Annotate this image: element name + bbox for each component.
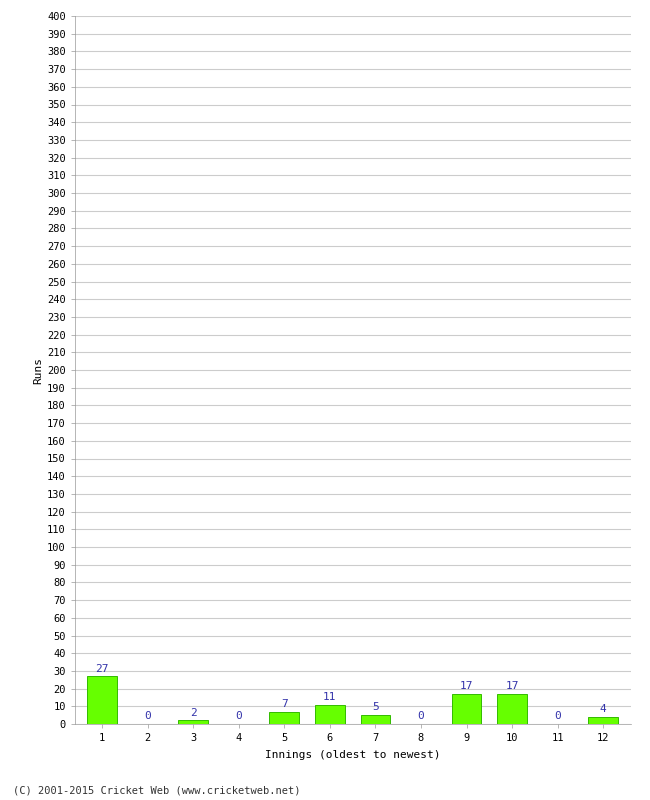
Bar (87, 676, 117, 724)
Text: 2: 2 (190, 708, 196, 718)
Bar (361, 715, 390, 724)
Text: 0: 0 (235, 711, 242, 722)
Bar (497, 694, 527, 724)
Text: 11: 11 (323, 692, 337, 702)
Text: 5: 5 (372, 702, 379, 713)
Text: 27: 27 (96, 663, 109, 674)
Text: 0: 0 (554, 711, 561, 722)
Text: 0: 0 (417, 711, 424, 722)
Text: 4: 4 (600, 704, 606, 714)
Text: 7: 7 (281, 699, 288, 709)
Bar (315, 705, 344, 724)
X-axis label: Innings (oldest to newest): Innings (oldest to newest) (265, 750, 441, 760)
Text: (C) 2001-2015 Cricket Web (www.cricketweb.net): (C) 2001-2015 Cricket Web (www.cricketwe… (13, 786, 300, 795)
Bar (452, 694, 481, 724)
Bar (178, 721, 208, 724)
Bar (588, 717, 618, 724)
Text: 0: 0 (144, 711, 151, 722)
Text: 17: 17 (460, 682, 473, 691)
Y-axis label: Runs: Runs (32, 357, 43, 383)
Text: 17: 17 (505, 682, 519, 691)
Bar (270, 712, 299, 724)
